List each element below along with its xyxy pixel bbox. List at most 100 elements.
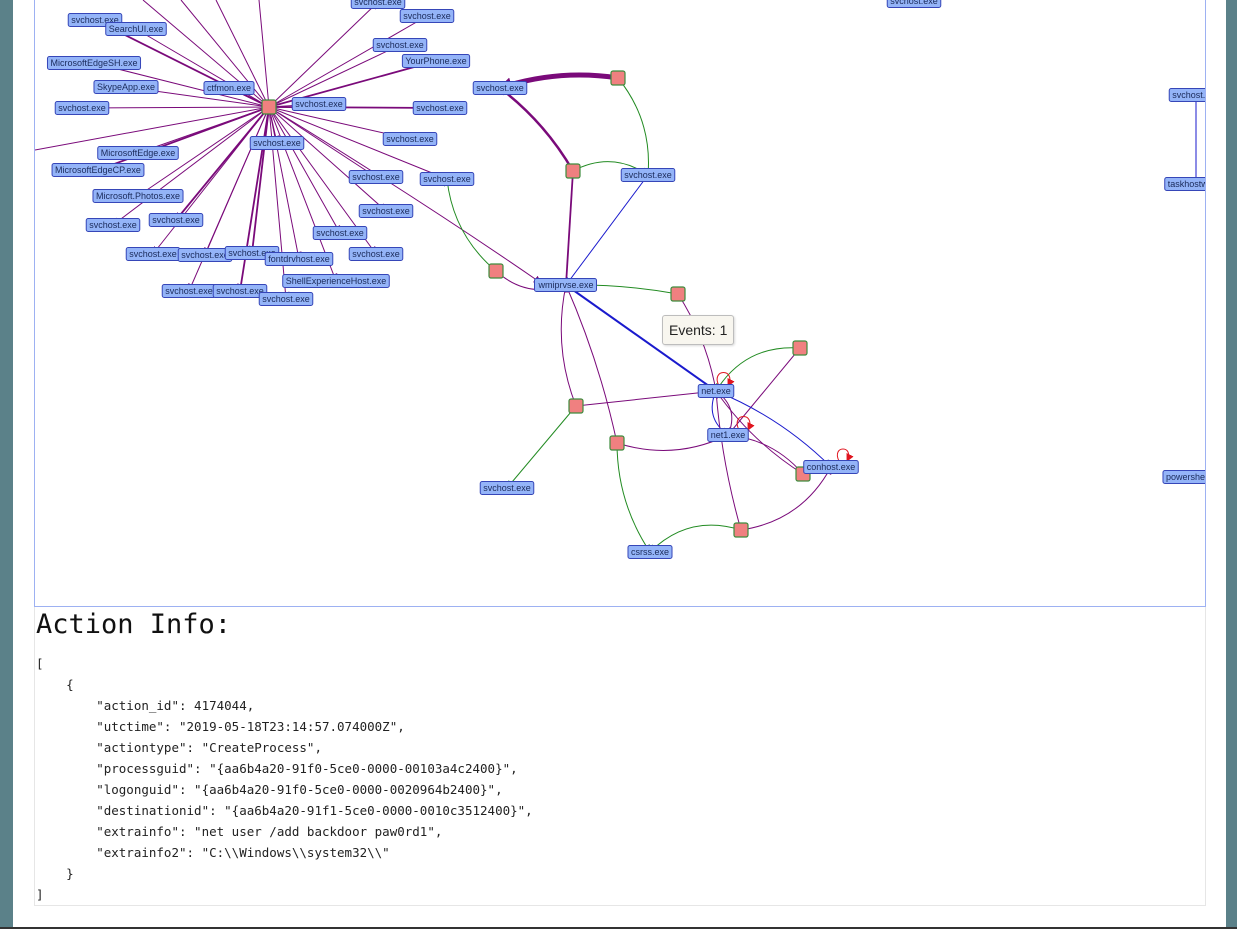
process-node[interactable]: svchost.exe <box>177 248 233 262</box>
process-node[interactable]: svchost.exe <box>358 204 414 218</box>
process-node-box[interactable] <box>412 101 468 115</box>
action-node[interactable] <box>488 263 504 279</box>
process-node-box[interactable] <box>401 54 471 68</box>
process-node[interactable]: svchost.exe <box>212 284 268 298</box>
self-loop-edge[interactable] <box>736 416 755 431</box>
graph-edge[interactable] <box>649 524 742 553</box>
action-node[interactable] <box>610 70 626 86</box>
action-node[interactable] <box>609 435 625 451</box>
process-node-box[interactable] <box>54 101 110 115</box>
graph-edge[interactable] <box>258 0 270 108</box>
graph-edge[interactable] <box>268 106 448 181</box>
process-node[interactable]: svchost.exe <box>312 226 368 240</box>
process-node-box[interactable] <box>312 226 368 240</box>
process-node[interactable]: fontdrvhost.exe <box>264 252 334 266</box>
process-node[interactable]: MicrosoftEdgeSH.exe <box>46 56 142 70</box>
process-node[interactable]: svchost.exe <box>161 284 217 298</box>
graph-edge[interactable] <box>81 103 270 112</box>
process-node[interactable]: csrss.exe <box>627 545 673 559</box>
process-node-box[interactable] <box>348 170 404 184</box>
graph-edge[interactable] <box>616 442 651 553</box>
process-node[interactable]: net1.exe <box>707 428 749 442</box>
process-node-box[interactable] <box>282 274 390 288</box>
process-node[interactable]: conhost.exe <box>803 460 859 474</box>
process-node[interactable]: svchost.exe <box>350 0 406 9</box>
graph-edge[interactable] <box>727 347 801 436</box>
process-graph[interactable]: svchost.exeSearchUI.exesvchost.exesvchos… <box>35 0 1205 606</box>
action-node[interactable] <box>565 163 581 179</box>
graph-edge[interactable] <box>565 284 618 444</box>
self-loop-edge[interactable] <box>836 448 854 462</box>
process-node-box[interactable] <box>697 384 735 398</box>
process-node[interactable]: taskhostw.exe <box>1164 177 1205 191</box>
process-node-box[interactable] <box>472 81 528 95</box>
process-node-box[interactable] <box>258 292 314 306</box>
graph-edge[interactable] <box>152 106 270 255</box>
process-node[interactable]: svchost.exe <box>249 136 305 150</box>
graph-edge[interactable] <box>268 106 387 212</box>
process-node-box[interactable] <box>627 545 673 559</box>
graph-edge[interactable] <box>35 106 270 151</box>
graph-edge[interactable] <box>215 0 270 108</box>
process-node-box[interactable] <box>399 9 455 23</box>
process-graph-panel[interactable]: svchost.exe SearchUI.exe svchost.exe svchos… <box>34 0 1206 607</box>
process-node-box[interactable] <box>350 0 406 9</box>
graph-edge[interactable] <box>268 106 341 234</box>
process-node-box[interactable] <box>46 56 142 70</box>
process-node[interactable]: svchost.exe <box>412 101 468 115</box>
graph-edge[interactable] <box>135 28 270 108</box>
graph-edge[interactable] <box>443 178 497 272</box>
graph-edge[interactable] <box>560 284 577 407</box>
process-node[interactable]: svchost.exe <box>85 218 141 232</box>
process-node[interactable]: svchost.exe <box>148 213 204 227</box>
process-node[interactable]: svchost.exe <box>54 101 110 115</box>
graph-edge[interactable] <box>175 106 270 221</box>
graph-edge[interactable] <box>268 106 290 300</box>
process-node-box[interactable] <box>358 204 414 218</box>
graph-edge[interactable] <box>268 106 377 178</box>
process-node[interactable]: svchost.exe <box>1168 88 1205 102</box>
process-node[interactable]: svchost.exe <box>348 170 404 184</box>
graph-edge[interactable] <box>715 390 804 475</box>
process-node-box[interactable] <box>1168 88 1205 102</box>
process-node[interactable]: svchost.exe <box>399 9 455 23</box>
process-node-box[interactable] <box>92 189 184 203</box>
graph-edge[interactable] <box>268 106 542 284</box>
process-node-box[interactable] <box>203 81 255 95</box>
graph-edge[interactable] <box>268 106 302 260</box>
process-node-box[interactable] <box>212 284 268 298</box>
action-node[interactable] <box>670 286 686 302</box>
process-node-box[interactable] <box>291 97 347 111</box>
process-node-box[interactable] <box>382 132 438 146</box>
self-loop-edge[interactable] <box>716 372 735 387</box>
process-node-box[interactable] <box>1162 470 1205 484</box>
graph-edge[interactable] <box>575 387 717 407</box>
graph-edge[interactable] <box>740 466 832 531</box>
process-node-box[interactable] <box>803 460 859 474</box>
process-node-box[interactable] <box>1164 177 1205 191</box>
process-node-box[interactable] <box>533 278 598 292</box>
process-node[interactable]: svchost.exe <box>291 97 347 111</box>
process-node-box[interactable] <box>264 252 334 266</box>
process-node-box[interactable] <box>105 22 167 36</box>
process-node-box[interactable] <box>479 481 535 495</box>
process-node[interactable]: svchost.exe <box>258 292 314 306</box>
process-node[interactable]: svchost.exe <box>472 81 528 95</box>
process-node[interactable]: svchost.exe <box>348 247 404 261</box>
process-node[interactable]: ctfmon.exe <box>203 81 255 95</box>
graph-edge[interactable] <box>712 390 742 531</box>
process-node-box[interactable] <box>93 80 159 94</box>
process-node[interactable]: wmiprvse.exe <box>533 278 598 292</box>
process-node[interactable]: svchost.exe <box>125 247 181 261</box>
action-node[interactable] <box>792 340 808 356</box>
process-node[interactable]: ShellExperienceHost.exe <box>282 274 390 288</box>
graph-edge[interactable] <box>268 15 428 108</box>
process-node-box[interactable] <box>372 38 428 52</box>
graph-edge[interactable] <box>268 1 379 108</box>
graph-edge[interactable] <box>268 44 401 108</box>
graph-edge[interactable] <box>565 174 649 286</box>
process-node-box[interactable] <box>886 0 942 8</box>
process-node-box[interactable] <box>707 428 749 442</box>
action-node[interactable] <box>733 522 749 538</box>
graph-edge[interactable] <box>715 347 801 392</box>
